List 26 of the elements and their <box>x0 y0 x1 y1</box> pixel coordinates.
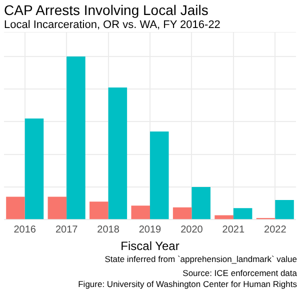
bar <box>192 186 210 220</box>
bar <box>6 196 25 220</box>
chart-title: CAP Arrests Involving Local Jails <box>3 1 210 18</box>
x-tick-label: 2019 <box>138 224 162 236</box>
bar <box>108 87 128 220</box>
text: State inferred from `apprehension_landmark` value <box>104 254 297 265</box>
source-note: Source: ICE enforcement data <box>182 268 297 279</box>
bar <box>233 208 252 220</box>
x-tick-label: 2020 <box>180 224 204 236</box>
text: Figure: University of Washington Center for Human Rights <box>77 279 297 290</box>
x-tick-label: 2016 <box>14 224 36 236</box>
bar <box>66 56 86 220</box>
bar <box>214 215 234 220</box>
x-tick-label: 2021 <box>222 224 245 236</box>
x-axis-title: Fiscal Year <box>120 239 180 254</box>
bar <box>24 118 44 220</box>
chart-subtitle: Local Incarceration, OR vs. WA, FY 2016-22 <box>3 18 222 32</box>
bar <box>131 206 150 220</box>
x-tick-label: 2022 <box>264 224 287 236</box>
bar <box>48 196 67 220</box>
x-tick-label: 2018 <box>97 224 120 236</box>
bar <box>275 200 294 220</box>
bar <box>90 202 108 220</box>
x-tick-label: 2017 <box>55 224 78 236</box>
bar <box>150 132 169 220</box>
bar <box>172 207 192 220</box>
